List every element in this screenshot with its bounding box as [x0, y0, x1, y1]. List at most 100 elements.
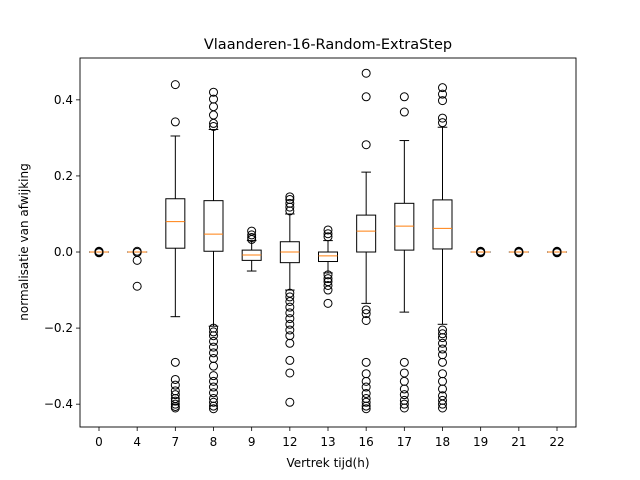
box-iqr	[203, 200, 224, 252]
outlier-point	[247, 230, 257, 240]
outlier-point	[399, 384, 409, 394]
outlier-point	[323, 298, 333, 308]
outlier-point	[438, 403, 447, 413]
outlier-point	[209, 376, 218, 386]
x-tick-label: 4	[133, 435, 141, 449]
outlier-point	[209, 102, 218, 112]
box-group-12	[279, 192, 300, 407]
outlier-point	[209, 401, 218, 411]
x-tick-label: 19	[473, 435, 488, 449]
outlier-point	[552, 248, 562, 258]
outlier-point	[209, 404, 218, 414]
outlier-point	[438, 333, 447, 343]
outlier-point	[209, 336, 218, 346]
outlier-point	[438, 89, 447, 99]
outlier-point	[361, 404, 371, 414]
outlier-point	[476, 248, 486, 258]
y-tick-label: −0.4	[44, 397, 73, 411]
outlier-point	[361, 315, 371, 325]
outlier-point	[361, 92, 371, 102]
outlier-point	[438, 338, 447, 348]
x-tick-label: 13	[320, 435, 335, 449]
outlier-point	[323, 225, 333, 235]
outlier-point	[247, 234, 257, 244]
outlier-point	[438, 399, 447, 409]
box-group-19	[470, 246, 491, 258]
y-tick-label: 0.2	[54, 169, 73, 183]
outlier-point	[361, 397, 371, 407]
chart-title: Vlaanderen-16-Random-ExtraStep	[204, 37, 452, 53]
outlier-point	[170, 396, 180, 406]
outlier-point	[170, 374, 180, 384]
outlier-point	[209, 331, 218, 341]
outlier-point	[361, 401, 371, 411]
x-tick-label: 8	[210, 435, 218, 449]
outlier-point	[399, 376, 409, 386]
box-iqr	[394, 202, 415, 251]
outlier-point	[323, 232, 333, 242]
outlier-point	[285, 292, 295, 302]
outlier-point	[170, 390, 180, 400]
box-group-7	[165, 80, 186, 413]
box-group-13	[318, 225, 338, 308]
outlier-point	[209, 388, 218, 398]
outlier-point	[285, 308, 295, 318]
outlier-point	[438, 357, 447, 367]
outlier-point	[438, 350, 447, 360]
outlier-point	[209, 342, 218, 352]
x-tick-label: 16	[359, 435, 374, 449]
outlier-point	[438, 118, 447, 128]
x-tick-label: 0	[95, 435, 103, 449]
outlier-point	[209, 397, 218, 407]
outlier-point	[132, 281, 142, 291]
outlier-point	[361, 309, 371, 319]
outlier-point	[170, 117, 180, 127]
outlier-point	[285, 338, 295, 348]
outlier-point	[209, 118, 218, 128]
outlier-point	[438, 329, 447, 339]
outlier-point	[285, 331, 295, 341]
outlier-point	[361, 140, 371, 150]
box-group-17	[394, 92, 415, 413]
y-tick-label: 0.4	[54, 93, 73, 107]
outlier-point	[438, 384, 447, 394]
outlier-point	[285, 397, 295, 407]
outlier-point	[399, 92, 409, 102]
outlier-point	[209, 371, 218, 381]
outlier-point	[438, 113, 447, 123]
outlier-point	[170, 357, 180, 367]
outlier-point	[285, 314, 295, 324]
outlier-point	[323, 280, 333, 290]
outlier-point	[361, 389, 371, 399]
outlier-point	[209, 382, 218, 392]
outlier-point	[285, 325, 295, 335]
outlier-point	[285, 302, 295, 312]
box-iqr	[165, 198, 186, 249]
outlier-point	[285, 368, 295, 378]
outlier-point	[399, 390, 409, 400]
plot-frame	[79, 57, 577, 428]
y-axis: −0.4 −0.2 0.0 0.2 0.4	[44, 93, 80, 411]
x-axis: 0 4 7 8 9 12 13 16 17 18 19 21 22	[95, 427, 565, 449]
outlier-point	[170, 380, 180, 390]
box-group-18	[432, 83, 453, 413]
x-tick-label: 12	[282, 435, 297, 449]
outlier-point	[361, 382, 371, 392]
outlier-point	[399, 107, 409, 117]
box-group-22	[547, 246, 567, 258]
box-group-21	[508, 246, 529, 258]
outlier-point	[323, 274, 333, 284]
outlier-point	[132, 255, 142, 265]
box-group-0	[89, 246, 109, 258]
y-tick-label: 0.0	[54, 245, 73, 259]
box-group-8	[203, 87, 224, 414]
outlier-point	[209, 348, 218, 358]
outlier-point	[361, 376, 371, 386]
x-tick-label: 7	[172, 435, 180, 449]
outlier-point	[209, 87, 218, 97]
outlier-point	[285, 296, 295, 306]
x-tick-label: 22	[549, 435, 564, 449]
outlier-point	[438, 376, 447, 386]
box-group-9	[241, 226, 262, 272]
box-iqr	[356, 214, 377, 253]
